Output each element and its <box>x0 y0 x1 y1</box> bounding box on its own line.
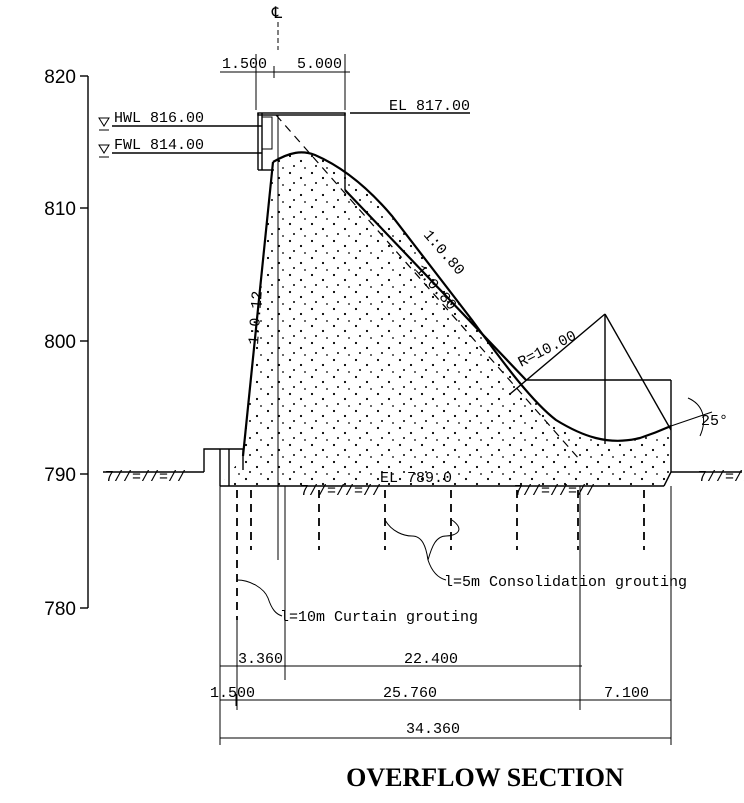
bucket-radius-label: R=10.00 <box>516 328 580 372</box>
ground-line: 7//=//=// 7//=//=// 7//=//=// 7//=//=// … <box>103 469 744 500</box>
upstream-slope-label: 1:0.12 <box>246 290 267 345</box>
ground-hatch-middle: 7//=//=// <box>300 483 381 500</box>
elevation-tick-780: 780 <box>44 599 76 620</box>
elevation-tick-820: 820 <box>44 67 76 88</box>
dimension-lines: 3.360 22.400 1.500 25.760 7.100 34.360 <box>210 486 672 745</box>
dim-7100: 7.100 <box>604 685 649 702</box>
elevation-tick-800: 800 <box>44 332 76 353</box>
elevation-tick-790: 790 <box>44 465 76 486</box>
curtain-grouting-label: l=10m Curtain grouting <box>280 609 478 626</box>
elevation-scale: 820 810 800 790 780 <box>44 67 89 620</box>
crest-width-right: 5.000 <box>297 56 342 73</box>
dim-22400: 22.400 <box>404 651 458 668</box>
dim-25760: 25.760 <box>383 685 437 702</box>
foundation-elevation: EL 789.0 <box>380 470 452 487</box>
dam-concrete-body <box>220 152 671 486</box>
gate-slot <box>261 116 273 150</box>
hwl-label: HWL 816.00 <box>114 110 204 127</box>
grout-holes <box>236 490 645 620</box>
consolidation-grouting-label: l=5m Consolidation grouting <box>444 574 687 591</box>
elevation-tick-810: 810 <box>44 199 76 220</box>
hwl-triangle-icon <box>98 117 110 127</box>
ground-hatch-left: 7//=//=// <box>105 469 186 486</box>
fwl-triangle-icon <box>98 144 110 154</box>
pier <box>257 112 671 461</box>
water-levels: HWL 816.00 FWL 814.00 <box>98 110 262 158</box>
grouting-callouts: l=5m Consolidation grouting l=10m Curtai… <box>236 519 687 626</box>
left-apron <box>203 448 244 486</box>
crest-annotations: ℄ 1.500 5.000 EL 817.00 <box>220 5 470 560</box>
diagram-title: OVERFLOW SECTION <box>346 763 624 792</box>
dim-1500: 1.500 <box>210 685 255 702</box>
crest-width-left: 1.500 <box>222 56 267 73</box>
dim-3360: 3.360 <box>238 651 283 668</box>
centerline-symbol: ℄ <box>271 5 283 22</box>
dam-outline <box>220 151 672 487</box>
ground-hatch-right: 7//=//=// <box>514 483 595 500</box>
lip-angle-label: 25° <box>701 413 728 430</box>
dim-34360: 34.360 <box>406 721 460 738</box>
fwl-label: FWL 814.00 <box>114 137 204 154</box>
crest-elevation: EL 817.00 <box>389 98 470 115</box>
ground-hatch-far-right: 7//=//=// <box>698 469 744 486</box>
